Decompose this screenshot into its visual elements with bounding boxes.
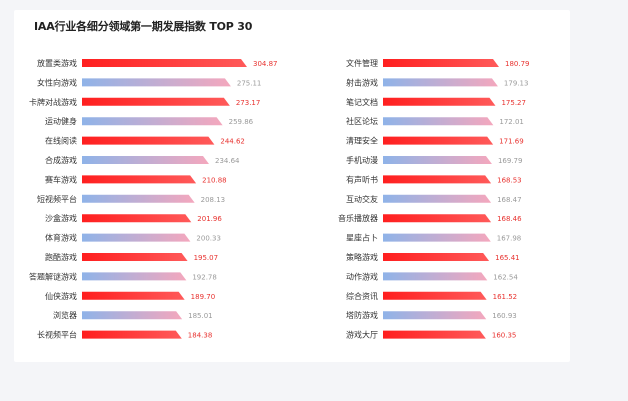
bar (383, 330, 486, 339)
category-label: 跑酷游戏 (45, 252, 77, 262)
value-label: 259.86 (229, 118, 254, 126)
category-label: 卡牌对战游戏 (29, 97, 77, 107)
bar (383, 97, 496, 106)
category-label: 有声听书 (346, 174, 378, 184)
bar (82, 117, 223, 126)
value-label: 167.98 (497, 235, 522, 243)
category-label: 运动健身 (45, 116, 77, 126)
category-label: 音乐播放器 (338, 213, 378, 223)
bar (82, 59, 247, 67)
category-label: 手机动漫 (346, 155, 378, 165)
category-label: 女性向游戏 (37, 77, 77, 87)
bar (82, 175, 197, 184)
chart-card: IAA行业各细分领域第一期发展指数 TOP 30 (14, 10, 570, 362)
category-label: 塔防游戏 (346, 310, 378, 320)
category-label: 清理安全 (346, 136, 378, 146)
bar (82, 194, 195, 203)
bar (82, 330, 182, 339)
value-label: 160.93 (492, 312, 517, 320)
bar (383, 272, 488, 281)
value-label: 304.87 (253, 60, 278, 68)
value-label: 168.46 (497, 215, 522, 223)
value-label: 192.78 (192, 273, 217, 281)
bar (82, 291, 185, 300)
value-label: 165.41 (495, 254, 519, 262)
bar (383, 59, 499, 67)
bar (82, 311, 183, 320)
value-label: 195.07 (194, 254, 219, 262)
category-label: 动作游戏 (346, 271, 378, 281)
value-label: 160.35 (492, 332, 517, 340)
category-label: 仙侠游戏 (45, 291, 77, 301)
value-label: 201.96 (197, 215, 222, 223)
category-label: 短视频平台 (37, 194, 77, 204)
category-label: 在线阅读 (45, 136, 77, 146)
value-label: 210.88 (202, 176, 227, 184)
bar (383, 136, 494, 145)
value-label: 234.64 (215, 157, 240, 165)
category-label: 体育游戏 (45, 233, 77, 243)
chart-title: IAA行业各细分领域第一期发展指数 TOP 30 (34, 20, 253, 33)
bar (82, 97, 230, 106)
value-label: 168.47 (497, 196, 521, 204)
value-label: 172.01 (499, 118, 524, 126)
bar (383, 117, 494, 126)
value-label: 185.01 (188, 312, 213, 320)
bar (383, 214, 492, 223)
bar (383, 233, 491, 242)
value-label: 208.13 (201, 196, 226, 204)
category-label: 综合资讯 (346, 291, 378, 301)
bar (82, 253, 188, 261)
value-label: 275.11 (237, 79, 262, 87)
bar (383, 156, 492, 164)
category-label: 互动交友 (346, 194, 378, 204)
value-label: 179.13 (504, 79, 529, 87)
category-label: 放置类游戏 (37, 58, 77, 68)
bar (383, 78, 498, 87)
category-label: 射击游戏 (346, 77, 378, 87)
category-label: 策略游戏 (346, 252, 378, 262)
value-label: 169.79 (498, 157, 523, 165)
bar (383, 291, 487, 300)
value-label: 273.17 (236, 99, 261, 107)
category-label: 合成游戏 (45, 155, 77, 165)
value-label: 189.70 (191, 293, 216, 301)
value-label: 175.27 (501, 99, 526, 107)
bar (82, 214, 192, 223)
value-label: 180.79 (505, 60, 530, 68)
bar (82, 136, 215, 145)
category-label: 笔记文档 (346, 97, 378, 107)
bar (82, 78, 231, 87)
value-label: 161.52 (493, 293, 518, 301)
bar (383, 194, 492, 203)
value-label: 244.62 (220, 138, 245, 146)
category-label: 游戏大厅 (346, 330, 378, 340)
category-label: 答题解谜游戏 (29, 271, 77, 281)
value-label: 200.33 (196, 235, 221, 243)
bar (383, 175, 492, 184)
category-label: 赛车游戏 (45, 174, 77, 184)
value-label: 171.69 (499, 138, 524, 146)
value-label: 184.38 (188, 332, 213, 340)
category-label: 社区论坛 (346, 116, 378, 126)
value-label: 162.54 (493, 273, 518, 281)
category-label: 沙盒游戏 (45, 213, 77, 223)
category-label: 文件管理 (346, 58, 378, 68)
bar (383, 311, 487, 320)
value-label: 168.53 (497, 176, 522, 184)
category-label: 星座占卜 (346, 233, 378, 243)
category-label: 浏览器 (53, 310, 77, 320)
bar (82, 272, 187, 281)
bar (383, 253, 490, 261)
category-label: 长视频平台 (37, 330, 77, 340)
bar (82, 233, 191, 242)
bar (82, 156, 209, 164)
